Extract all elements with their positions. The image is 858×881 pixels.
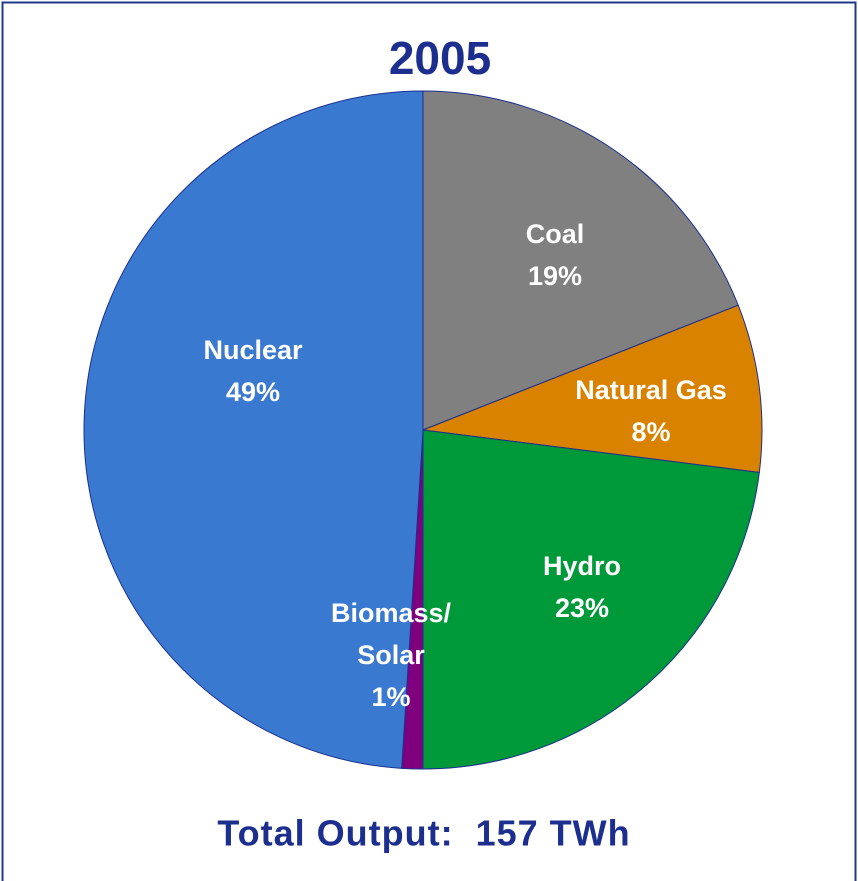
pie-slice xyxy=(422,90,739,431)
value-label: 23% xyxy=(555,593,609,623)
value-label: 49% xyxy=(226,377,280,407)
value-label: 1% xyxy=(371,682,410,712)
footer: Total Output: 157 TWh xyxy=(217,813,630,854)
chart-title: 2005 xyxy=(389,32,491,84)
slice-label: Hydro xyxy=(543,551,621,581)
pie-slice xyxy=(422,304,763,474)
slice-label: Solar xyxy=(357,640,425,670)
value-label: 8% xyxy=(631,417,670,447)
slice-label: Nuclear xyxy=(203,335,303,365)
slice-label: Coal xyxy=(526,219,585,249)
value-label: 19% xyxy=(528,261,582,291)
slice-label: Natural Gas xyxy=(575,375,727,405)
slice-label: Biomass/ xyxy=(331,598,452,628)
pie-slice xyxy=(422,429,760,770)
pie-slice xyxy=(83,90,424,769)
